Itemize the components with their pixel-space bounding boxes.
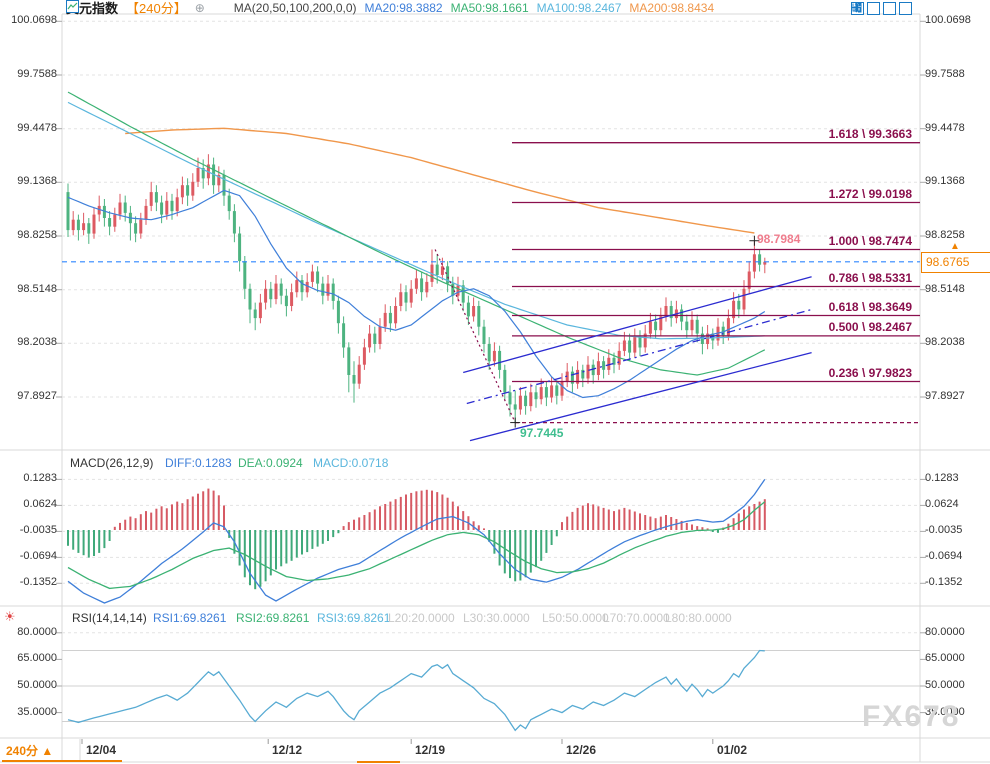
indicator-sun-icon[interactable]: ☀ [4, 609, 16, 624]
ma100-value: MA100:98.2467 [536, 0, 622, 15]
timeframe-selector[interactable]: 240分 ▲ [6, 744, 54, 758]
ma20-value: MA20:98.3882 [364, 0, 443, 15]
last-price-badge: 98.6765 [921, 252, 990, 273]
exit-fullscreen-icon[interactable] [852, 2, 912, 15]
rsi-l50-label: L50:50.0000 [542, 611, 609, 625]
macd-value: MACD:0.0718 [313, 456, 389, 470]
ma-settings-label: MA(20,50,100,200,0,0) [233, 0, 357, 15]
ma50-value: MA50:98.1661 [450, 0, 529, 15]
x-axis-scale-icon[interactable] [852, 2, 896, 15]
rsi-panel-plot-area[interactable] [62, 626, 920, 738]
ma200-value: MA200:98.8434 [629, 0, 715, 15]
chart-type-icon[interactable] [66, 0, 226, 14]
timeframe-label: 【240分】 [126, 1, 187, 16]
rsi-title: RSI(14,14,14) [72, 611, 147, 625]
timeframe-underline [2, 760, 122, 762]
price-up-arrow-icon: ▲ [950, 241, 960, 252]
chart-header: 美元指数 【240分】 ⊕ MA(20,50,100,200,0,0) MA20… [66, 0, 715, 16]
swing-high-price-label: 98.7984 [757, 232, 801, 246]
symbol-name: 美元指数 [66, 1, 119, 16]
macd-panel-plot-area[interactable] [62, 453, 920, 605]
rsi-l30-label: L30:30.0000 [463, 611, 530, 625]
macd-title: MACD(26,12,9) [70, 456, 154, 470]
rsi-l20-label: L20:20.0000 [388, 611, 455, 625]
rsi2-value: RSI2:69.8261 [236, 611, 310, 625]
chart-toolbar [851, 2, 912, 15]
rsi-l80-label: L80:80.0000 [665, 611, 732, 625]
rsi3-value: RSI3:69.8261 [317, 611, 391, 625]
macd-diff-value: DIFF:0.1283 [165, 456, 232, 470]
scroll-position-indicator[interactable] [357, 761, 400, 763]
y-axis-scale-icon[interactable] [852, 2, 880, 15]
watermark: FX678 [862, 700, 961, 733]
indicator-settings-icon[interactable]: ⊕ [194, 0, 205, 15]
macd-dea-value: DEA:0.0924 [238, 456, 303, 470]
rsi1-value: RSI1:69.8261 [153, 611, 227, 625]
rsi-l70-label: L70:70.0000 [603, 611, 670, 625]
swing-low-price-label: 97.7445 [520, 426, 564, 440]
